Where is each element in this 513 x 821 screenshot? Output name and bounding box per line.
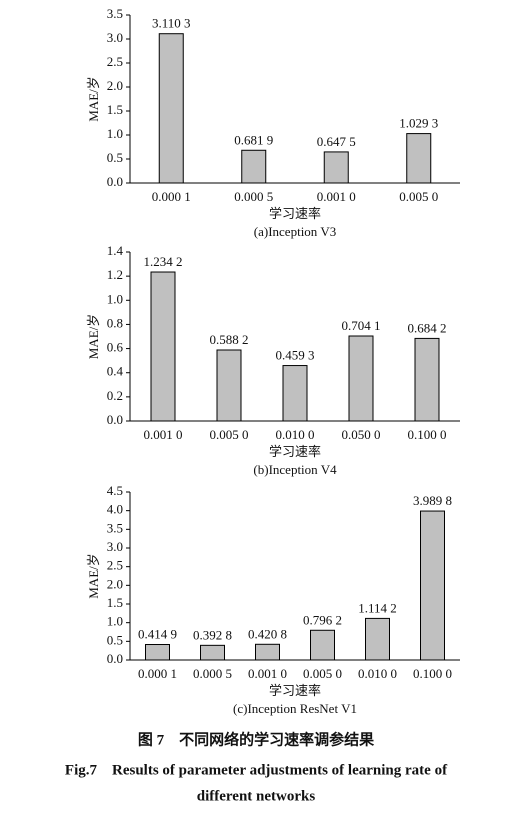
x-tick-label: 0.005 0 [399, 189, 438, 204]
value-label: 0.647 5 [317, 134, 356, 149]
caption-en: different networks [197, 788, 316, 804]
subtitle: (c)Inception ResNet V1 [233, 701, 357, 716]
bar [282, 365, 308, 422]
y-tick-label: 0.8 [107, 315, 123, 330]
subtitle: (b)Inception V4 [253, 462, 337, 477]
x-tick-label: 0.010 0 [276, 427, 315, 442]
y-tick-label: 4.0 [107, 502, 123, 517]
y-axis-label: MAE/岁 [86, 553, 101, 599]
x-tick-label: 0.000 1 [152, 189, 191, 204]
y-tick-label: 1.5 [107, 102, 123, 117]
x-tick-label: 0.005 0 [303, 666, 342, 681]
bar [310, 629, 335, 661]
x-axis-label: 学习速率 [269, 444, 321, 459]
y-tick-label: 3.0 [107, 30, 123, 45]
bar [200, 644, 225, 661]
y-tick-label: 0.2 [107, 388, 123, 403]
y-tick-label: 0.4 [107, 364, 124, 379]
x-tick-label: 0.050 0 [342, 427, 381, 442]
x-tick-label: 0.005 0 [210, 427, 249, 442]
x-tick-label: 0.010 0 [358, 666, 397, 681]
value-label: 0.420 8 [248, 626, 287, 641]
value-label: 0.681 9 [234, 132, 273, 147]
value-label: 3.989 8 [413, 493, 452, 508]
x-tick-label: 0.100 0 [413, 666, 452, 681]
y-tick-label: 3.0 [107, 539, 123, 554]
value-label: 3.110 3 [152, 16, 191, 31]
bar [241, 149, 267, 184]
bar [420, 510, 445, 661]
y-tick-label: 1.0 [107, 291, 123, 306]
x-tick-label: 0.001 0 [144, 427, 183, 442]
y-tick-label: 0.5 [107, 632, 123, 647]
y-tick-label: 2.5 [107, 558, 123, 573]
x-tick-label: 0.100 0 [408, 427, 447, 442]
value-label: 0.459 3 [276, 348, 315, 363]
value-label: 0.704 1 [342, 318, 381, 333]
value-label: 0.392 8 [193, 627, 232, 642]
bar [406, 133, 432, 184]
subtitle: (a)Inception V3 [254, 224, 336, 239]
y-tick-label: 1.0 [107, 126, 123, 141]
value-label: 0.414 9 [138, 626, 177, 641]
y-tick-label: 0.0 [107, 174, 123, 189]
y-tick-label: 2.0 [107, 576, 123, 591]
y-axis-label: MAE/岁 [86, 314, 101, 360]
bar [145, 644, 170, 661]
x-tick-label: 0.001 0 [248, 666, 287, 681]
x-tick-label: 0.000 5 [193, 666, 232, 681]
value-label: 0.588 2 [210, 332, 249, 347]
x-tick-label: 0.000 5 [234, 189, 273, 204]
y-tick-label: 1.0 [107, 614, 123, 629]
y-tick-label: 1.2 [107, 267, 123, 282]
value-label: 0.684 2 [408, 320, 447, 335]
y-tick-label: 0.5 [107, 150, 123, 165]
bar [323, 151, 349, 184]
x-tick-label: 0.000 1 [138, 666, 177, 681]
value-label: 1.114 2 [358, 600, 397, 615]
bar [348, 335, 374, 422]
x-axis-label: 学习速率 [269, 683, 321, 698]
y-tick-label: 1.4 [107, 243, 124, 258]
y-tick-label: 0.0 [107, 412, 123, 427]
y-tick-label: 0.0 [107, 651, 123, 666]
y-tick-label: 3.5 [107, 520, 123, 535]
bar [255, 643, 280, 661]
y-tick-label: 3.5 [107, 6, 123, 21]
caption-en: Fig.7 Results of parameter adjustments o… [65, 762, 448, 778]
bar [150, 271, 176, 422]
y-tick-label: 2.0 [107, 78, 123, 93]
bar [158, 33, 184, 184]
value-label: 1.234 2 [144, 254, 183, 269]
value-label: 1.029 3 [399, 116, 438, 131]
x-axis-label: 学习速率 [269, 206, 321, 221]
bar [414, 337, 440, 422]
y-tick-label: 4.5 [107, 483, 123, 498]
caption-zh: 图 7 不同网络的学习速率调参结果 [138, 730, 375, 748]
y-tick-label: 1.5 [107, 595, 123, 610]
bar [216, 349, 242, 422]
x-tick-label: 0.001 0 [317, 189, 356, 204]
value-label: 0.796 2 [303, 612, 342, 627]
y-tick-label: 2.5 [107, 54, 123, 69]
y-tick-label: 0.6 [107, 340, 124, 355]
bar [365, 617, 390, 661]
y-axis-label: MAE/岁 [86, 76, 101, 122]
